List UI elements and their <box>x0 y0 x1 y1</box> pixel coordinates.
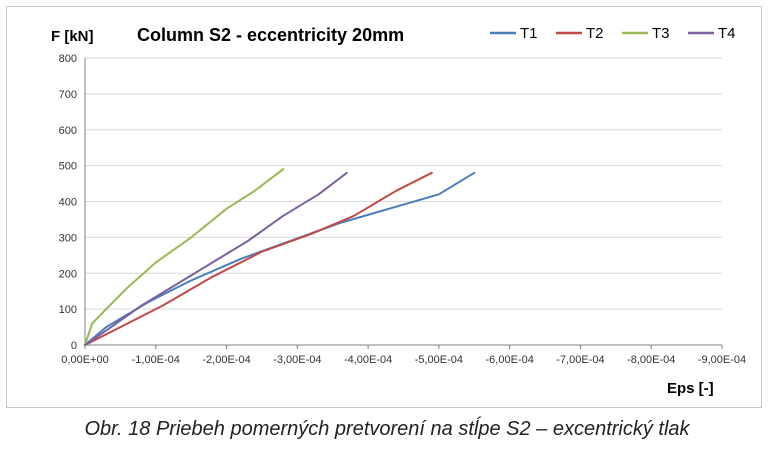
legend-label-t4: T4 <box>718 25 736 42</box>
chart-title: Column S2 - eccentricity 20mm <box>137 25 404 45</box>
x-tick-label: -9,00E-04 <box>698 354 746 366</box>
y-tick-label: 700 <box>59 89 77 101</box>
y-tick-label: 500 <box>59 161 77 173</box>
x-tick-label: -4,00E-04 <box>344 354 392 366</box>
legend-label-t2: T2 <box>586 25 604 42</box>
x-tick-label: -5,00E-04 <box>415 354 463 366</box>
y-tick-label: 400 <box>59 197 77 209</box>
axes: 0 100 200 300 400 500 600 700 800 0,00E+00 -1,00E-… <box>59 53 747 366</box>
y-axis-label: F [kN] <box>51 28 94 45</box>
gridlines <box>85 57 722 346</box>
legend: T1 T2 T3 T4 <box>490 25 736 42</box>
y-tick-label: 0 <box>71 340 77 352</box>
y-tick-label: 200 <box>59 268 77 280</box>
x-tick-label: -2,00E-04 <box>202 354 250 366</box>
series-line-t4 <box>84 171 348 346</box>
series-lines <box>84 168 476 346</box>
series-line-t1 <box>84 171 476 346</box>
x-tick-label: 0,00E+00 <box>61 354 108 366</box>
x-tick-label: -8,00E-04 <box>627 354 675 366</box>
y-tick-label: 800 <box>59 53 77 65</box>
y-tick-label: 100 <box>59 304 77 316</box>
chart-frame: 0 100 200 300 400 500 600 700 800 0,00E+00 -1,00E-… <box>6 6 762 408</box>
legend-label-t3: T3 <box>652 25 670 42</box>
x-tick-label: -1,00E-04 <box>132 354 180 366</box>
legend-label-t1: T1 <box>520 25 538 42</box>
series-line-t2 <box>84 171 433 346</box>
x-axis-label: Eps [-] <box>667 380 714 397</box>
chart: 0 100 200 300 400 500 600 700 800 0,00E+00 -1,00E-… <box>51 25 747 397</box>
y-tick-label: 300 <box>59 232 77 244</box>
x-tick-label: -3,00E-04 <box>273 354 321 366</box>
y-tick-label: 600 <box>59 125 77 137</box>
x-tick-label: -7,00E-04 <box>556 354 604 366</box>
figure-caption: Obr. 18 Priebeh pomerných pretvorení na … <box>84 418 690 440</box>
series-line-t3 <box>84 168 285 346</box>
x-tick-label: -6,00E-04 <box>486 354 534 366</box>
